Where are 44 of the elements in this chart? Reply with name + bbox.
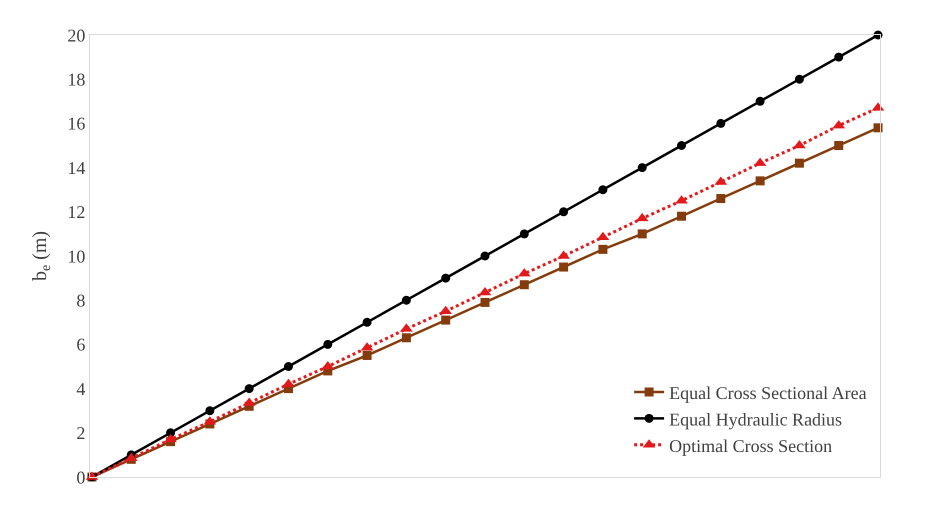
point <box>598 185 608 194</box>
point <box>362 350 372 360</box>
point <box>834 141 844 150</box>
point <box>323 340 332 349</box>
point <box>716 194 726 204</box>
y-tick-label: 12 <box>67 202 86 222</box>
point <box>794 74 804 84</box>
point <box>794 158 804 168</box>
point <box>834 52 844 62</box>
point <box>244 384 254 394</box>
point <box>441 274 450 283</box>
point <box>756 96 765 106</box>
legend-label: Equal Hydraulic Radius <box>669 409 842 430</box>
point <box>559 262 568 272</box>
point <box>441 316 450 325</box>
point <box>402 333 411 342</box>
point <box>598 244 608 254</box>
y-tick-label: 10 <box>67 246 86 266</box>
point <box>480 252 490 260</box>
y-tick-label: 16 <box>67 114 86 134</box>
point <box>638 163 647 172</box>
y-tick-label: 0 <box>76 467 86 488</box>
point <box>677 141 686 150</box>
point <box>402 296 411 305</box>
point <box>205 406 214 416</box>
point <box>284 362 293 371</box>
point <box>638 229 647 238</box>
legend-label: Optimal Cross Section <box>669 436 832 456</box>
y-tick-label: 6 <box>76 334 86 355</box>
y-tick-label: 4 <box>76 378 86 399</box>
point <box>520 229 529 238</box>
point <box>756 176 765 186</box>
point <box>362 318 372 327</box>
point <box>480 298 490 307</box>
y-tick-label: 8 <box>76 290 86 310</box>
legend-label: Equal Cross Sectional Area <box>669 382 867 403</box>
y-tick-label: 2 <box>76 423 86 444</box>
y-tick-label: 20 <box>67 25 86 46</box>
y-tick-label: 18 <box>67 70 86 90</box>
point <box>559 207 568 216</box>
point <box>677 212 686 221</box>
point <box>716 118 726 128</box>
y-tick-label: 14 <box>67 158 86 178</box>
point <box>520 280 529 290</box>
